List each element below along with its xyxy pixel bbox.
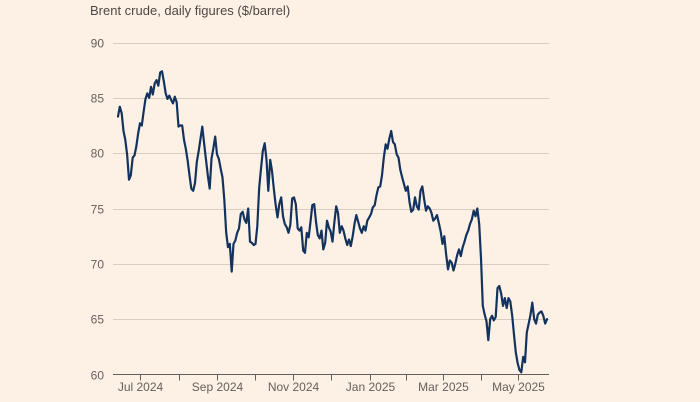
y-tick-label: 60 xyxy=(91,369,105,383)
x-axis-ticks: Jul 2024 Sep 2024 Nov 2024 Jan 2025 Mar 2025… xyxy=(118,375,545,395)
x-tick-label: Sep 2024 xyxy=(192,380,244,394)
y-tick-label: 90 xyxy=(91,37,105,51)
y-tick-label: 85 xyxy=(91,92,105,106)
x-tick-label: May 2025 xyxy=(492,380,545,394)
y-tick-label: 70 xyxy=(91,258,105,272)
y-tick-label: 65 xyxy=(91,313,105,327)
y-tick-label: 75 xyxy=(91,203,105,217)
chart-subtitle: Brent crude, daily figures ($/barrel) xyxy=(90,3,290,18)
x-tick-label: Nov 2024 xyxy=(268,380,320,394)
x-tick-label: Mar 2025 xyxy=(418,380,469,394)
y-tick-label: 80 xyxy=(91,147,105,161)
gridlines xyxy=(113,44,549,320)
brent-crude-chart: Brent crude, daily figures ($/barrel) 90… xyxy=(0,0,700,402)
x-tick-label: Jan 2025 xyxy=(346,380,396,394)
y-axis-ticks: 90 85 80 75 70 65 60 xyxy=(91,37,105,383)
x-tick-label: Jul 2024 xyxy=(118,380,164,394)
series-line-brent-crude xyxy=(118,71,547,372)
series-layer xyxy=(118,71,547,372)
